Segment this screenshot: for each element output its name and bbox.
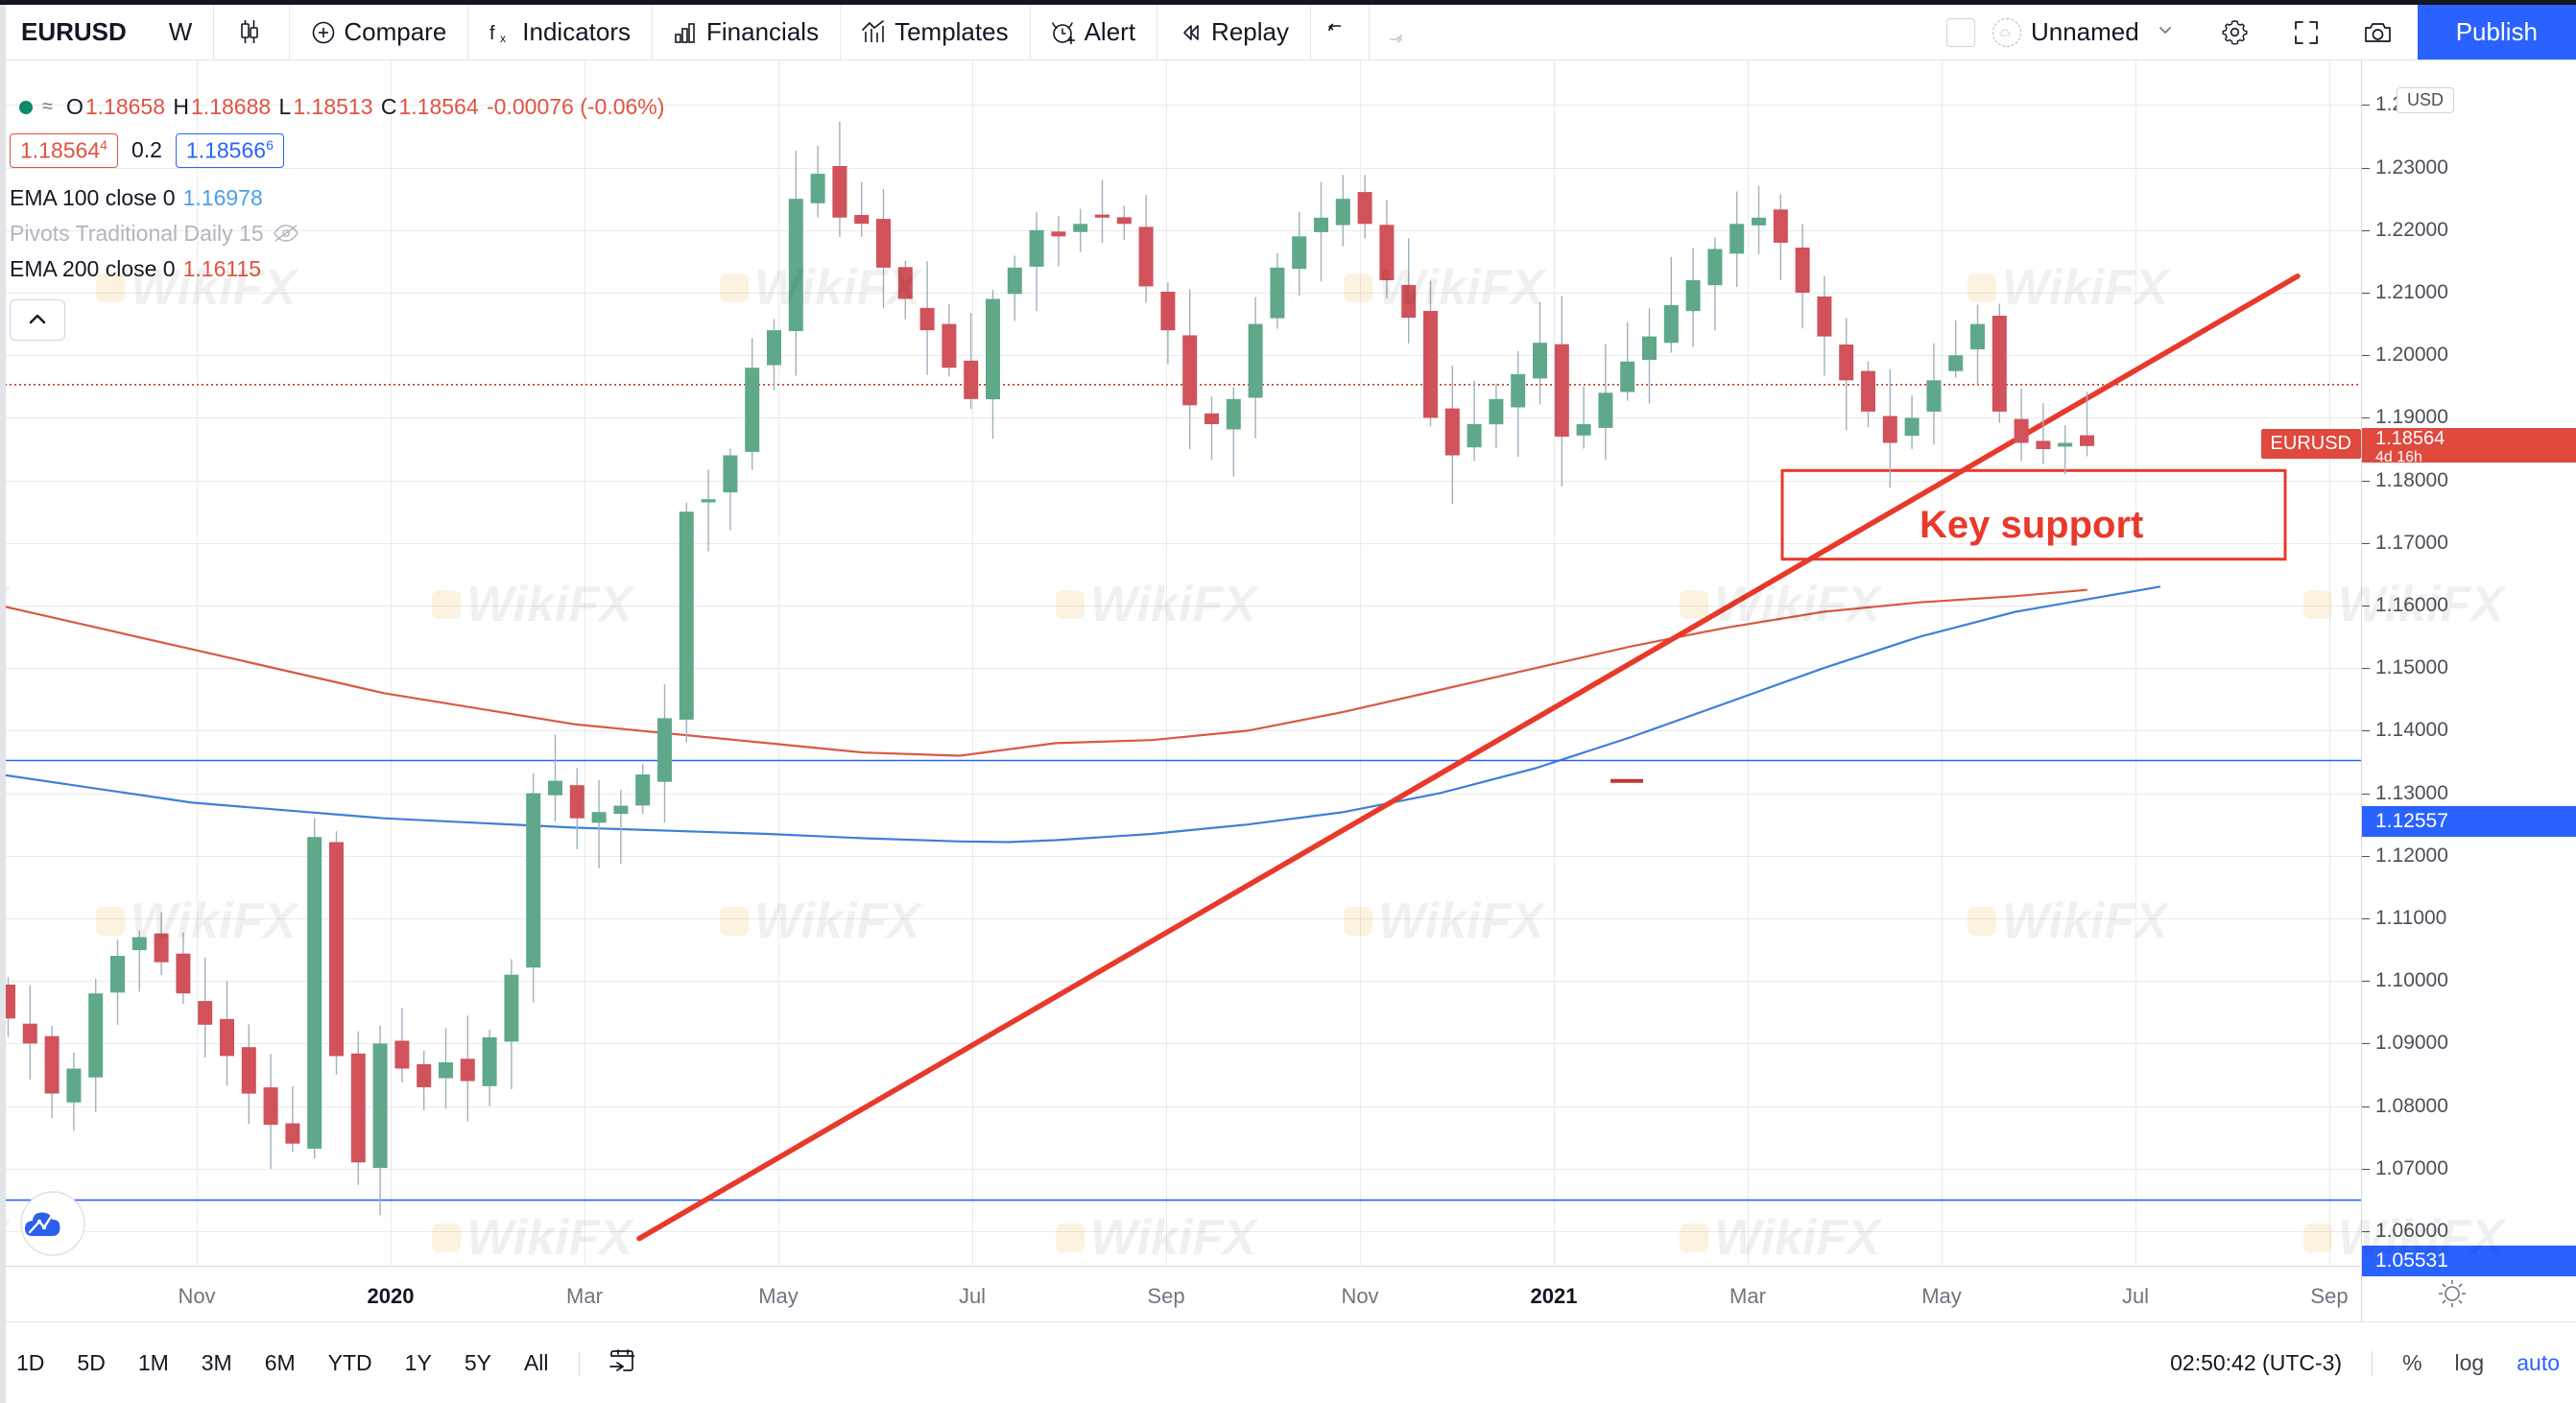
svg-text:x: x [500, 32, 506, 45]
svg-text:Key support: Key support [1920, 504, 2143, 546]
svg-text:f: f [489, 23, 495, 44]
